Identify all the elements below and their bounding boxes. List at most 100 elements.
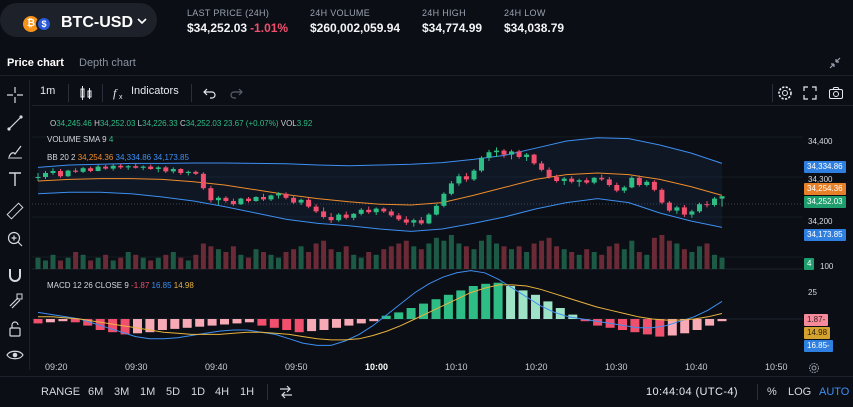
volume-bar [133,254,139,269]
macd-signal-value: 14.98 [173,281,194,290]
pair-selector[interactable]: ₿ $ BTC-USD [0,3,157,37]
volume-bar [494,243,499,269]
volume-bar [546,237,552,269]
volume-bar [103,254,109,269]
macd-histogram-bar [282,319,292,330]
macd-histogram-bar [506,286,516,319]
range-1d[interactable]: 1D [191,386,206,398]
macd-histogram-bar [294,319,304,333]
bb-label: BB 20 2 [47,153,76,162]
range-4h[interactable]: 4H [215,386,230,398]
volume-bar [651,237,657,269]
candle-body [246,198,251,201]
dollar-coin-icon: $ [36,16,52,32]
candle-type-icon[interactable] [78,85,94,101]
volume-bar [185,260,191,269]
volume-bar [276,257,281,269]
text-tool-icon[interactable] [6,170,24,188]
candle-body [276,193,281,196]
candle-body [666,202,672,211]
candle-body [381,208,387,212]
range-3m[interactable]: 3M [114,386,130,398]
log-scale-toggle[interactable]: LOG [788,386,812,398]
volume-bar [554,246,560,269]
range-6m[interactable]: 6M [88,386,104,398]
candle-body [539,163,545,170]
brush-icon[interactable] [6,142,24,160]
volume-bar [253,249,259,269]
tab-price-chart[interactable]: Price chart [7,57,64,69]
date-range-icon[interactable] [278,384,294,400]
range-1h[interactable]: 1H [240,386,255,398]
macd-legend[interactable]: MACD 12 26 CLOSE 9 -1.87 16.85 14.98 [47,281,194,290]
lock-icon[interactable] [6,320,24,338]
candle-body [50,171,56,173]
candle-body [306,199,312,207]
volume-sma-legend[interactable]: VOLUME SMA 9 4 [47,135,113,144]
candle-body [426,214,432,224]
fullscreen-icon[interactable] [802,85,818,101]
volume-bar [88,260,94,269]
zoom-in-icon[interactable] [6,230,24,248]
high-label: H [94,119,100,128]
time-tick: 10:50 [765,362,788,372]
trend-line-icon[interactable] [6,114,24,132]
volume-bar [666,240,672,269]
candle-body [681,207,687,215]
crosshair-icon[interactable] [6,86,24,104]
range-1m[interactable]: 1M [140,386,156,398]
volume-bar [155,257,161,269]
candle-body [200,173,206,189]
candle-body [80,168,86,172]
time-tick: 10:40 [685,362,708,372]
candle-body [238,198,244,205]
lock-drawing-icon[interactable] [6,292,24,310]
volume-bar [351,254,357,269]
price-change: -1.01% [250,21,289,35]
redo-icon[interactable] [228,85,244,101]
candle-body [486,152,492,158]
candle-body [441,193,447,206]
candle-body [148,166,154,169]
candle-body [719,196,725,199]
volume-bar [433,237,439,269]
percent-scale-toggle[interactable]: % [767,386,777,398]
volume-bar [336,252,342,269]
eye-icon[interactable] [6,346,24,364]
camera-icon[interactable] [828,85,844,101]
bb-legend[interactable]: BB 20 2 34,254.36 34,334.86 34,173.85 [47,153,189,162]
candle-body [388,211,394,216]
undo-icon[interactable] [202,85,218,101]
interval-selector[interactable]: 1m [40,85,56,97]
macd-histogram-bar [58,319,68,322]
volume-sma-value: 4 [108,135,114,144]
bb-lower-value: 34,173.85 [153,153,189,162]
macd-histogram-bar [493,282,503,319]
settings-icon[interactable] [777,85,793,101]
volume-bar [712,254,717,269]
candle-body [471,170,477,180]
magnet-icon[interactable] [6,266,24,284]
candle-body [509,151,514,155]
volume-bar [403,240,409,269]
macd-histogram-bar [182,319,192,328]
ruler-icon[interactable] [6,202,24,220]
tab-depth-chart[interactable]: Depth chart [79,57,136,69]
axis-settings-icon[interactable] [808,362,820,374]
price-chart[interactable] [32,107,803,372]
indicators-button[interactable]: Indicators [131,85,179,97]
candle-body [125,166,131,168]
candle-body [418,220,424,224]
stat-label: 24H HIGH [422,8,466,18]
range-5d[interactable]: 5D [166,386,181,398]
volume-bar [681,249,687,269]
auto-scale-toggle[interactable]: AUTO [819,386,850,398]
time-tick: 09:40 [205,362,228,372]
volume-bar [644,254,650,269]
collapse-icon[interactable] [829,57,841,69]
volume-bar [689,252,695,269]
bb-mid-value: 34,254.36 [77,153,114,162]
macd-histogram-bar [468,286,478,319]
candle-body [501,150,507,155]
